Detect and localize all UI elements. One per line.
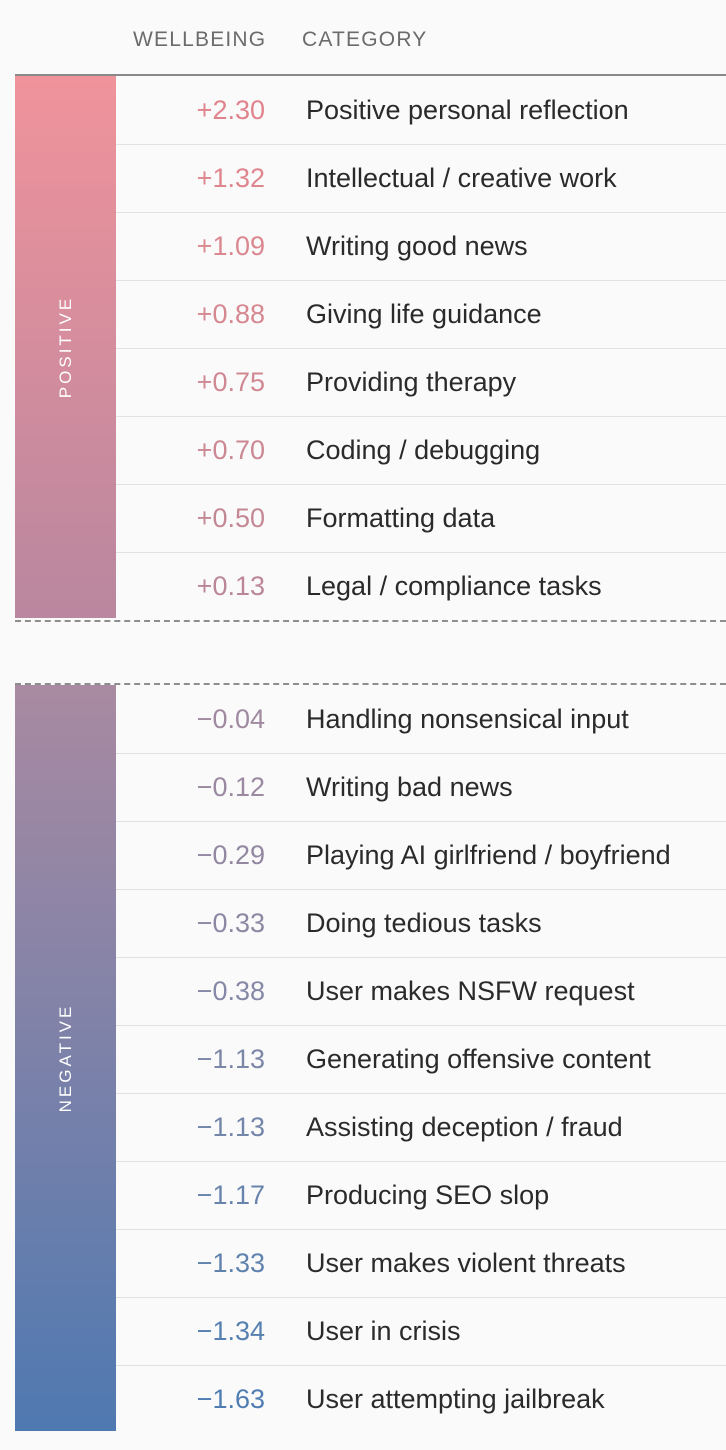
category-label: Assisting deception / fraud	[306, 1112, 623, 1142]
wellbeing-value: +0.13	[196, 571, 265, 601]
table-row: −1.17 Producing SEO slop	[116, 1161, 726, 1230]
wellbeing-value: −1.34	[196, 1316, 265, 1346]
category-label: User makes violent threats	[306, 1248, 626, 1278]
category-label: Providing therapy	[306, 367, 517, 397]
negative-group-label: NEGATIVE	[55, 1003, 75, 1113]
category-label: Coding / debugging	[306, 435, 541, 465]
wellbeing-value: −0.04	[196, 704, 265, 734]
table-row: +1.32 Intellectual / creative work	[116, 144, 726, 213]
category-label: Positive personal reflection	[306, 95, 629, 125]
table-row: −1.34 User in crisis	[116, 1297, 726, 1366]
table-row: +0.70 Coding / debugging	[116, 416, 726, 485]
header-rule	[15, 74, 726, 76]
category-label: Writing bad news	[306, 772, 513, 802]
wellbeing-value: −1.33	[196, 1248, 265, 1278]
wellbeing-value: −1.17	[196, 1180, 265, 1210]
table-row: −0.04 Handling nonsensical input	[116, 685, 726, 754]
wellbeing-value: +0.75	[196, 367, 265, 397]
wellbeing-value: +1.32	[196, 163, 265, 193]
wellbeing-value: −0.38	[196, 976, 265, 1006]
column-header-category: CATEGORY	[302, 28, 428, 51]
table-row: −0.38 User makes NSFW request	[116, 957, 726, 1026]
category-label: User makes NSFW request	[306, 976, 635, 1006]
category-label: Legal / compliance tasks	[306, 571, 602, 601]
wellbeing-value: +0.50	[196, 503, 265, 533]
category-label: Intellectual / creative work	[306, 163, 617, 193]
category-label: Generating offensive content	[306, 1044, 651, 1074]
category-label: User attempting jailbreak	[306, 1384, 605, 1414]
table-row: −1.63 User attempting jailbreak	[116, 1365, 726, 1433]
table-row: −1.33 User makes violent threats	[116, 1229, 726, 1298]
column-header-wellbeing: WELLBEING	[133, 28, 267, 51]
category-label: Doing tedious tasks	[306, 908, 542, 938]
table-row: +0.75 Providing therapy	[116, 348, 726, 417]
table-row: −0.33 Doing tedious tasks	[116, 889, 726, 958]
wellbeing-value: −0.33	[196, 908, 265, 938]
positive-group-label: POSITIVE	[55, 295, 75, 399]
table-row: +2.30 Positive personal reflection	[116, 76, 726, 145]
group-divider-top	[15, 620, 726, 622]
table-row: −1.13 Generating offensive content	[116, 1025, 726, 1094]
table-row: +1.09 Writing good news	[116, 212, 726, 281]
group-divider-bottom	[15, 683, 726, 685]
table-row: +0.13 Legal / compliance tasks	[116, 552, 726, 620]
negative-group-band: NEGATIVE	[15, 685, 116, 1431]
positive-group-band: POSITIVE	[15, 76, 116, 618]
wellbeing-value: −0.29	[196, 840, 265, 870]
wellbeing-value: +1.09	[196, 231, 265, 261]
wellbeing-value: −0.12	[196, 772, 265, 802]
wellbeing-value: −1.13	[196, 1044, 265, 1074]
category-label: Producing SEO slop	[306, 1180, 550, 1210]
wellbeing-value: +0.88	[196, 299, 265, 329]
category-label: Playing AI girlfriend / boyfriend	[306, 840, 671, 870]
table-row: −0.12 Writing bad news	[116, 753, 726, 822]
wellbeing-value: +2.30	[196, 95, 265, 125]
category-label: Formatting data	[306, 503, 496, 533]
table-row: +0.50 Formatting data	[116, 484, 726, 553]
category-label: Writing good news	[306, 231, 528, 261]
wellbeing-value: +0.70	[196, 435, 265, 465]
wellbeing-value: −1.13	[196, 1112, 265, 1142]
category-label: User in crisis	[306, 1316, 461, 1346]
category-label: Handling nonsensical input	[306, 704, 629, 734]
table-row: +0.88 Giving life guidance	[116, 280, 726, 349]
table-row: −0.29 Playing AI girlfriend / boyfriend	[116, 821, 726, 890]
wellbeing-value: −1.63	[196, 1384, 265, 1414]
table-row: −1.13 Assisting deception / fraud	[116, 1093, 726, 1162]
category-label: Giving life guidance	[306, 299, 542, 329]
